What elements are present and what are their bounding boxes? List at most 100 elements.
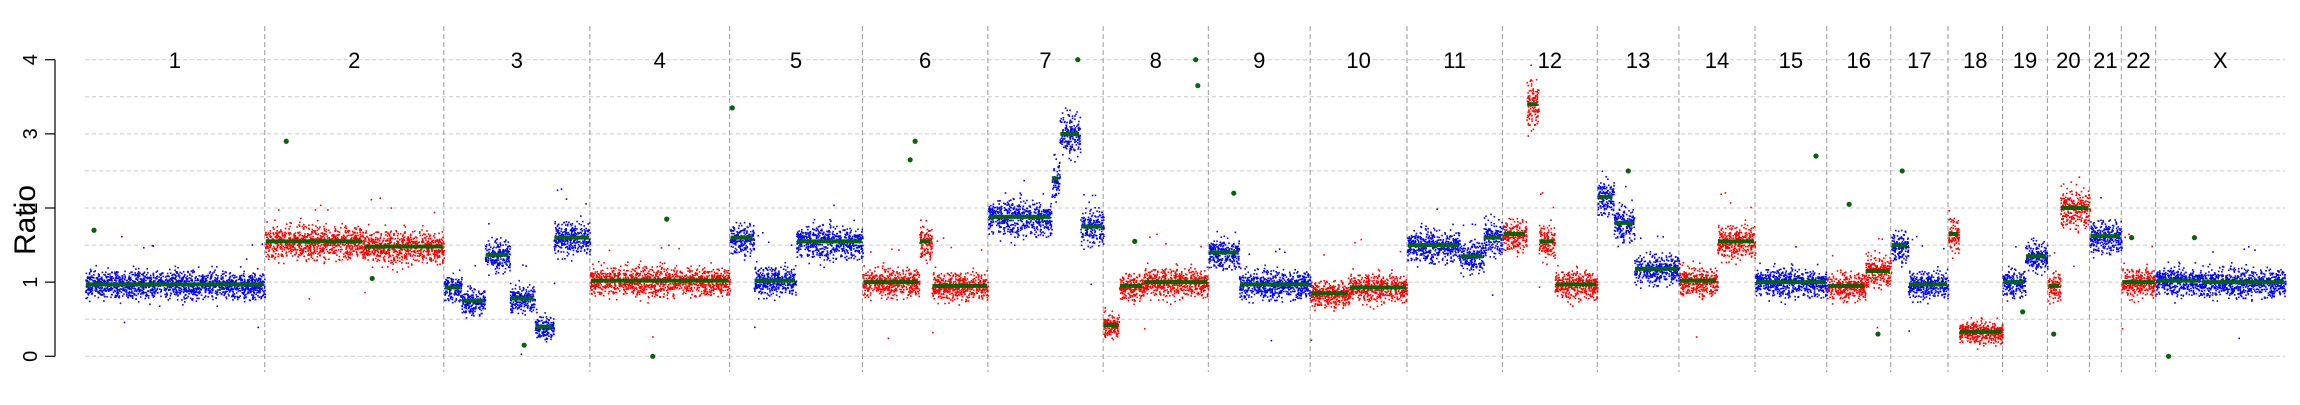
data-point: [598, 284, 600, 286]
data-point: [317, 256, 319, 258]
data-point: [264, 296, 266, 298]
data-point: [373, 241, 375, 243]
data-point: [133, 274, 135, 276]
data-point: [334, 226, 336, 228]
data-point: [526, 291, 528, 293]
data-point: [246, 258, 248, 260]
data-point: [117, 293, 119, 295]
data-point: [111, 280, 113, 282]
data-point: [439, 264, 441, 266]
data-point: [253, 289, 255, 291]
data-point: [589, 238, 591, 240]
data-point: [425, 251, 427, 253]
data-point: [297, 256, 299, 258]
data-point: [587, 243, 589, 245]
data-point: [301, 250, 303, 252]
data-point: [351, 248, 353, 250]
data-point: [567, 246, 569, 248]
data-point: [469, 306, 471, 308]
data-point: [131, 271, 133, 273]
data-point: [143, 278, 145, 280]
data-point: [401, 238, 403, 240]
data-point: [155, 278, 157, 280]
data-point: [269, 247, 271, 249]
data-point: [333, 247, 335, 249]
data-point: [228, 293, 230, 295]
data-point: [89, 289, 91, 291]
data-point: [525, 301, 527, 303]
data-point: [94, 280, 96, 282]
data-point: [542, 329, 544, 331]
data-point: [459, 269, 461, 271]
data-point: [277, 232, 279, 234]
data-point: [483, 306, 485, 308]
data-point: [244, 280, 246, 282]
data-point: [610, 268, 612, 270]
data-point: [454, 293, 456, 295]
data-point: [292, 255, 294, 257]
data-point: [515, 288, 517, 290]
data-point: [692, 290, 694, 292]
data-point: [529, 301, 531, 303]
data-point: [331, 249, 333, 251]
data-point: [404, 258, 406, 260]
data-point: [567, 243, 569, 245]
data-point: [253, 272, 255, 274]
data-point: [101, 287, 103, 289]
data-point: [110, 278, 112, 280]
data-point: [340, 246, 342, 248]
data-point: [138, 268, 140, 270]
data-point: [347, 259, 349, 261]
data-point: [207, 277, 209, 279]
data-point: [320, 235, 322, 237]
data-point: [322, 247, 324, 249]
data-point: [401, 259, 403, 261]
data-point: [546, 318, 548, 320]
data-point: [557, 232, 559, 234]
data-point: [421, 256, 423, 258]
data-point: [485, 248, 487, 250]
data-point: [193, 288, 195, 290]
data-point: [581, 228, 583, 230]
data-point: [380, 243, 382, 245]
data-point: [232, 294, 234, 296]
data-point: [372, 242, 374, 244]
data-point: [561, 244, 563, 246]
data-point: [502, 265, 504, 267]
data-point: [391, 207, 393, 209]
data-point: [406, 254, 408, 256]
data-point: [207, 275, 209, 277]
data-point: [408, 252, 410, 254]
data-point: [576, 228, 578, 230]
data-point: [535, 321, 537, 323]
data-point: [155, 290, 157, 292]
data-point: [299, 250, 301, 252]
data-point: [115, 291, 117, 293]
data-point: [281, 254, 283, 256]
data-point: [273, 247, 275, 249]
data-point: [132, 296, 134, 298]
data-point: [99, 281, 101, 283]
data-point: [382, 267, 384, 269]
data-point: [237, 299, 239, 301]
data-point: [539, 336, 541, 338]
data-point: [484, 304, 486, 306]
data-point: [278, 262, 280, 264]
data-point: [90, 271, 92, 273]
data-point: [226, 298, 228, 300]
data-point: [266, 237, 268, 239]
data-point: [407, 242, 409, 244]
data-point: [123, 274, 125, 276]
data-point: [228, 287, 230, 289]
data-point: [713, 269, 715, 271]
data-point: [322, 251, 324, 253]
data-point: [122, 295, 124, 297]
data-point: [434, 212, 436, 214]
data-point: [232, 291, 234, 293]
data-point: [247, 291, 249, 293]
data-point: [494, 261, 496, 263]
data-point: [565, 224, 567, 226]
data-point: [252, 296, 254, 298]
data-point: [131, 274, 133, 276]
data-point: [233, 277, 235, 279]
